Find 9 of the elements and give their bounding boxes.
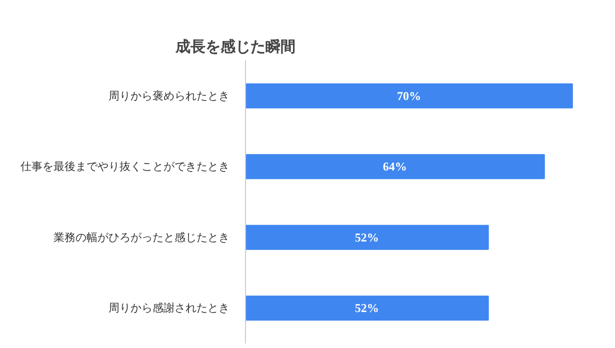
data-label: 52% bbox=[354, 301, 379, 316]
data-label: 52% bbox=[354, 230, 379, 244]
chart-title: 成長を感じた瞬間 bbox=[174, 38, 296, 56]
y-tick-label: 仕事を最後までやり抜くことができたとき bbox=[20, 160, 230, 174]
y-tick-label: 周りから褒められたとき bbox=[108, 89, 230, 102]
data-label: 70% bbox=[396, 88, 421, 103]
y-tick-label: 周りから感謝されたとき bbox=[108, 302, 230, 315]
data-label: 64% bbox=[382, 160, 407, 174]
y-tick-label: 業務の幅がひろがったと感じたとき bbox=[54, 230, 230, 244]
